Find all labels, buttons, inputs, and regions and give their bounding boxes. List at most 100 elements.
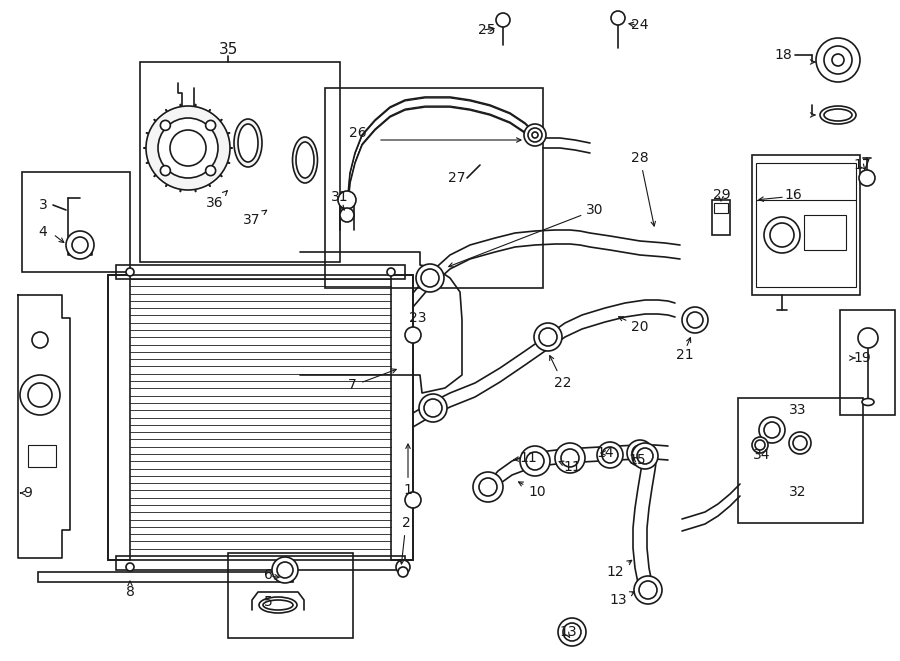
Circle shape (66, 231, 94, 259)
Text: 1: 1 (403, 444, 412, 497)
Circle shape (528, 128, 542, 142)
Circle shape (832, 54, 844, 66)
Circle shape (424, 399, 442, 417)
Circle shape (72, 237, 88, 253)
Text: 20: 20 (618, 317, 649, 334)
Circle shape (496, 13, 510, 27)
Circle shape (859, 170, 875, 186)
Circle shape (634, 576, 662, 604)
Circle shape (20, 375, 60, 415)
Text: 7: 7 (347, 378, 356, 392)
Text: 23: 23 (410, 311, 427, 325)
Text: 8: 8 (126, 581, 134, 599)
Bar (325, 88, 543, 288)
Text: 29: 29 (713, 188, 731, 202)
Text: 17: 17 (853, 158, 871, 172)
Circle shape (759, 417, 785, 443)
Ellipse shape (292, 137, 318, 183)
Bar (752, 155, 860, 295)
Text: 31: 31 (331, 190, 349, 204)
Text: 13: 13 (609, 592, 634, 607)
Text: 9: 9 (21, 486, 32, 500)
Bar (140, 62, 340, 262)
Circle shape (272, 557, 298, 583)
Text: 11: 11 (559, 460, 580, 474)
Text: 6: 6 (264, 568, 273, 582)
Circle shape (405, 327, 421, 343)
Circle shape (387, 268, 395, 276)
Bar (28, 445, 56, 467)
Text: 13: 13 (559, 625, 577, 639)
Circle shape (789, 432, 811, 454)
Text: 37: 37 (243, 210, 266, 227)
Text: 3: 3 (39, 198, 48, 212)
Circle shape (416, 264, 444, 292)
Circle shape (858, 328, 878, 348)
Bar (116, 265, 405, 279)
Bar (840, 310, 895, 415)
Circle shape (611, 11, 625, 25)
Circle shape (770, 223, 794, 247)
Circle shape (532, 132, 538, 138)
Circle shape (637, 448, 653, 464)
Circle shape (639, 581, 657, 599)
Bar (391, 275, 413, 560)
Circle shape (126, 268, 134, 276)
Circle shape (205, 166, 216, 176)
Circle shape (158, 118, 218, 178)
Ellipse shape (263, 600, 293, 610)
Ellipse shape (820, 106, 856, 124)
Circle shape (419, 394, 447, 422)
Circle shape (682, 307, 708, 333)
Ellipse shape (824, 109, 852, 121)
Text: 28: 28 (631, 151, 655, 226)
Circle shape (534, 323, 562, 351)
Ellipse shape (259, 597, 297, 613)
Circle shape (755, 440, 765, 450)
Text: 10: 10 (518, 482, 545, 499)
Bar (38, 572, 293, 582)
Circle shape (526, 452, 544, 470)
Circle shape (558, 618, 586, 646)
Bar (108, 275, 413, 560)
Circle shape (752, 437, 768, 453)
Bar (712, 200, 730, 235)
Circle shape (816, 38, 860, 82)
Text: 21: 21 (676, 348, 694, 362)
Circle shape (539, 328, 557, 346)
Circle shape (28, 383, 52, 407)
Circle shape (473, 472, 503, 502)
Circle shape (597, 442, 623, 468)
Circle shape (160, 166, 170, 176)
Bar (738, 398, 863, 523)
Ellipse shape (296, 142, 314, 178)
Bar (116, 556, 405, 570)
Circle shape (764, 422, 780, 438)
Circle shape (524, 124, 546, 146)
Circle shape (632, 443, 658, 469)
Text: 25: 25 (478, 23, 496, 37)
Circle shape (602, 447, 618, 463)
Circle shape (338, 191, 356, 209)
Circle shape (421, 269, 439, 287)
Text: 16: 16 (784, 188, 802, 202)
Circle shape (520, 446, 550, 476)
Ellipse shape (238, 124, 258, 162)
Circle shape (277, 562, 293, 578)
Circle shape (687, 312, 703, 328)
Circle shape (563, 623, 581, 641)
Text: 35: 35 (219, 42, 238, 58)
Text: 18: 18 (774, 48, 792, 62)
Bar (22, 172, 130, 272)
Bar (228, 553, 353, 638)
Text: 5: 5 (264, 595, 273, 609)
Circle shape (160, 120, 170, 130)
Bar (714, 203, 728, 213)
Circle shape (205, 120, 216, 130)
Circle shape (170, 130, 206, 166)
Text: 11: 11 (514, 451, 537, 465)
Text: 33: 33 (789, 403, 806, 417)
Text: 14: 14 (596, 446, 614, 460)
Text: 27: 27 (448, 171, 466, 185)
Text: 26: 26 (349, 126, 367, 140)
